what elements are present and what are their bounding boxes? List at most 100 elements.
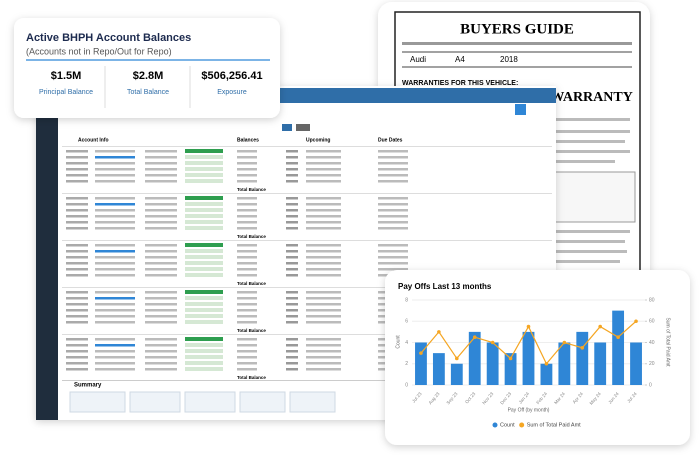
row-text: [286, 180, 298, 183]
row-text: [306, 309, 341, 312]
bar: [558, 342, 571, 385]
row-text: [66, 227, 88, 230]
status-pill: [185, 349, 223, 353]
row-text: [145, 338, 177, 341]
row-text: [95, 362, 135, 365]
status-pill: [185, 308, 223, 312]
row-text: [378, 227, 408, 230]
chart-title: Pay Offs Last 13 months: [398, 282, 492, 291]
y2-tick-label: 40: [649, 340, 655, 346]
row-text: [145, 297, 177, 300]
status-pill: [185, 155, 223, 159]
total-balance-label: Total Balance: [237, 328, 266, 333]
summary-label: Summary: [74, 383, 102, 389]
balances-card: Active BHPH Account Balances (Accounts n…: [14, 18, 280, 118]
row-text: [306, 244, 341, 247]
y2-tick-label: 80: [649, 297, 655, 303]
bar: [415, 342, 427, 385]
row-text: [237, 256, 257, 259]
status-pill: [185, 267, 223, 271]
row-text: [95, 215, 135, 218]
row-text: [286, 297, 298, 300]
row-text: [145, 274, 177, 277]
stat-value: $1.5M: [51, 70, 82, 82]
row-text: [66, 215, 88, 218]
row-text: [306, 297, 341, 300]
row-text: [286, 203, 298, 206]
y-axis-label: Count: [395, 335, 401, 349]
row-text: [306, 203, 341, 206]
row-text: [145, 291, 177, 294]
row-text: [145, 256, 177, 259]
row-text: [286, 168, 298, 171]
row-text: [286, 221, 298, 224]
row-text: [145, 356, 177, 359]
row-text: [306, 268, 341, 271]
row-text: [286, 368, 298, 371]
row-text: [95, 309, 135, 312]
row-text: [306, 150, 341, 153]
row-text: [286, 309, 298, 312]
row-text: [66, 309, 88, 312]
y-tick-label: 2: [405, 361, 408, 367]
y2-axis-label: Sum of Total Paid Amt: [665, 317, 671, 367]
row-text: [237, 203, 257, 206]
status-pill: [185, 273, 223, 277]
row-text: [306, 274, 341, 277]
row-text: [145, 150, 177, 153]
row-text: [145, 221, 177, 224]
row-text: [306, 291, 341, 294]
row-text: [66, 203, 88, 206]
row-divider: [62, 334, 552, 335]
guide-title: BUYERS GUIDE: [460, 21, 574, 37]
row-text: [95, 180, 135, 183]
line-point: [419, 351, 423, 355]
status-pill: [185, 361, 223, 365]
row-text: [66, 221, 88, 224]
payoffs-chart-card: Pay Offs Last 13 months 02468020406080Co…: [385, 270, 690, 445]
row-text: [145, 197, 177, 200]
row-text: [378, 180, 408, 183]
row-text: [378, 250, 408, 253]
row-text: [286, 338, 298, 341]
row-text: [306, 215, 341, 218]
stat-label: Total Balance: [127, 89, 169, 96]
row-text: [286, 197, 298, 200]
row-text: [145, 315, 177, 318]
row-text: [237, 197, 257, 200]
y2-tick-label: 60: [649, 319, 655, 325]
bar: [540, 363, 553, 385]
row-text: [66, 162, 88, 165]
line-point: [508, 356, 513, 361]
row-text: [306, 344, 341, 347]
status-pill: [185, 302, 223, 306]
warranties-heading: WARRANTIES FOR THIS VEHICLE:: [402, 80, 518, 87]
bar: [612, 310, 625, 385]
row-text: [286, 344, 298, 347]
row-text: [95, 344, 135, 347]
row-text: [306, 262, 341, 265]
bar: [504, 353, 517, 385]
row-text: [95, 174, 135, 177]
bar: [486, 342, 499, 385]
row-text: [95, 250, 135, 253]
row-text: [286, 244, 298, 247]
y-tick-label: 0: [405, 382, 408, 388]
total-balance-label: Total Balance: [237, 187, 266, 192]
row-text: [66, 180, 88, 183]
row-text: [66, 368, 88, 371]
card-title: Active BHPH Account Balances: [26, 32, 191, 44]
row-text: [66, 250, 88, 253]
row-text: [237, 309, 257, 312]
bar: [450, 363, 463, 385]
row-text: [66, 344, 88, 347]
status-pill: [185, 355, 223, 359]
row-text: [145, 215, 177, 218]
row-text: [306, 338, 341, 341]
row-text: [378, 174, 408, 177]
row-text: [306, 180, 341, 183]
row-text: [237, 244, 257, 247]
row-text: [95, 368, 135, 371]
row-divider: [62, 287, 552, 288]
status-pill: [185, 214, 223, 218]
